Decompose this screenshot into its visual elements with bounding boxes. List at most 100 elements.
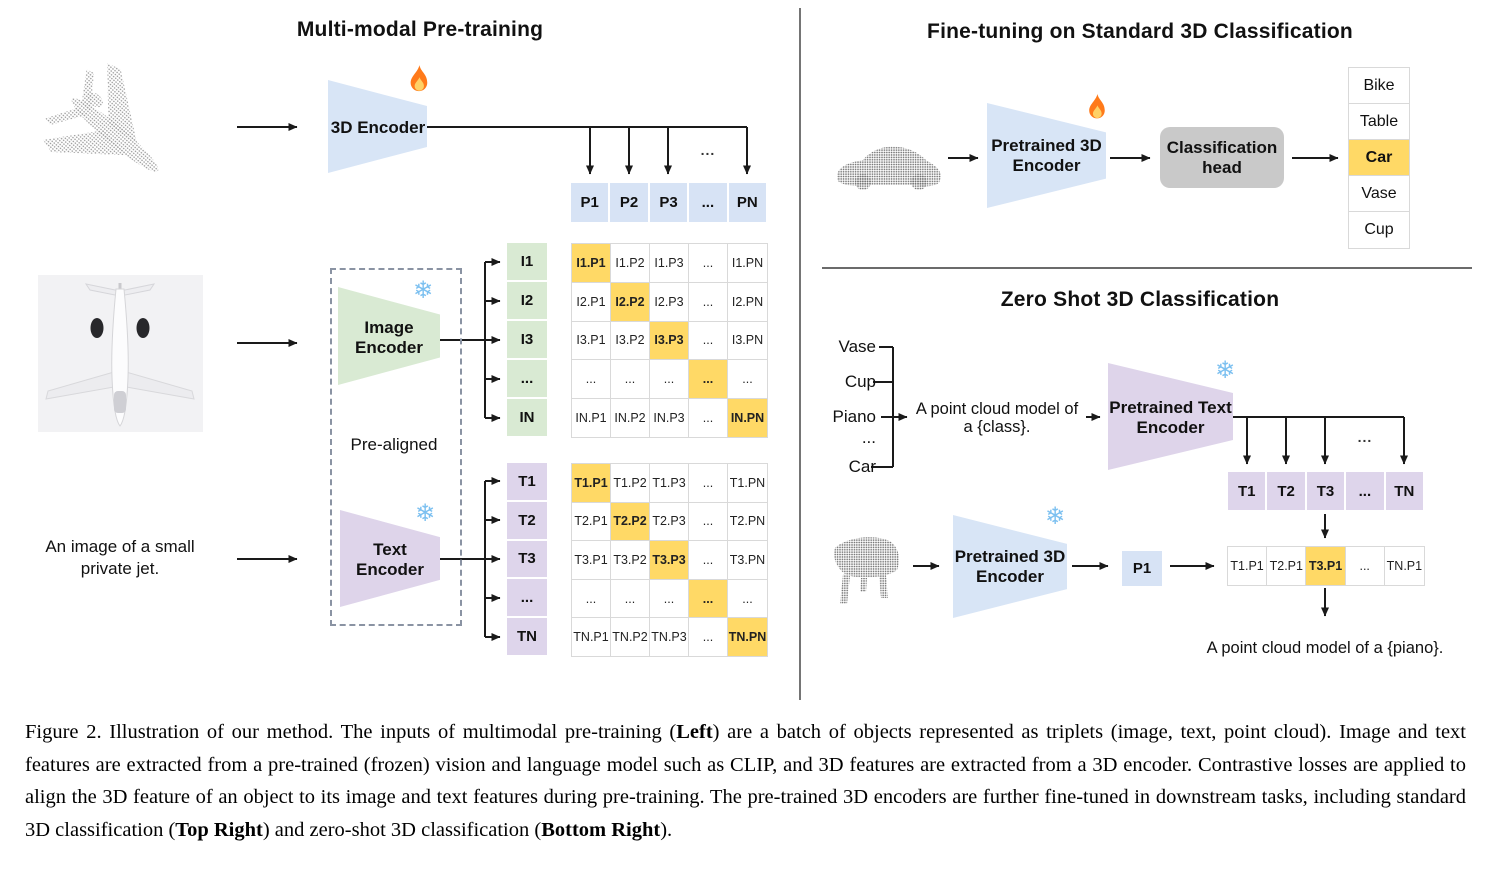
cell: I1.PN xyxy=(728,244,767,283)
cell: ... xyxy=(689,282,728,322)
cell: ... xyxy=(572,360,611,400)
pretrained-3d-encoder-zs-label: Pretrained 3D Encoder xyxy=(943,547,1077,587)
cell: T1.PN xyxy=(728,464,767,503)
cell: ... xyxy=(689,618,728,656)
text-encoder-label: Text Encoder xyxy=(330,540,450,580)
zeroshot-class-ellipsis: ... xyxy=(861,428,876,447)
cell: I1 xyxy=(507,243,547,280)
cell: I3.P2 xyxy=(611,321,650,361)
piano-point-cloud xyxy=(834,537,899,604)
image-encoder-line1: Image xyxy=(364,318,414,337)
cell: I2.P1 xyxy=(572,282,611,322)
image-caption-line2: private jet. xyxy=(80,559,160,578)
caption-segment: ). xyxy=(660,818,673,841)
cell: ... xyxy=(650,579,689,619)
text-point-similarity-matrix: T1.P1 T1.P2 T1.P3... T1.PN T2.P1 T2.P2 T2.P3..… xyxy=(571,463,768,657)
cell: T3.P2 xyxy=(611,541,650,580)
pretrained-3d-encoder-label: Pretrained 3D Encoder xyxy=(977,136,1116,176)
image-text-caption: An image of a small private jet. xyxy=(25,536,215,580)
zeroshot-similarity-row: T1.P1 T2.P1 T3.P1... TN.P1 xyxy=(1227,546,1425,586)
cell: ... xyxy=(728,580,767,619)
cell: I1.P1 xyxy=(572,244,611,283)
cell: Bike xyxy=(1349,68,1409,104)
cell: ... xyxy=(1346,547,1385,585)
cell: T3 xyxy=(507,540,547,578)
caption-bold-segment: Left xyxy=(676,721,713,743)
class-prediction-list: Bike Table Car Vase Cup xyxy=(1348,67,1410,249)
pte-line1: Pretrained Text xyxy=(1109,398,1232,417)
cell: ... xyxy=(572,579,611,619)
cell: I3.PN xyxy=(728,322,767,361)
cell: TN.P1 xyxy=(1386,559,1423,573)
cell: TN.P3 xyxy=(650,618,689,656)
3d-encoder-label: 3D Encoder xyxy=(330,118,426,137)
t-feature-row: T1 T2 T3... TN xyxy=(1228,472,1423,510)
caption-bold-segment: Bottom Right xyxy=(541,818,661,841)
prompt-template: A point cloud model of a {class}. xyxy=(908,400,1086,436)
cell: T2 xyxy=(1267,472,1305,510)
cell: T2 xyxy=(507,501,547,539)
cell: ... xyxy=(689,183,727,222)
finetune-title: Fine-tuning on Standard 3D Classificatio… xyxy=(927,20,1353,43)
cell: T1.P1 xyxy=(1228,547,1268,585)
cell: T2.P3 xyxy=(650,502,689,542)
caption-bold-segment: Top Right xyxy=(175,818,263,841)
fire-icon xyxy=(1089,94,1105,119)
cell: ... xyxy=(689,502,728,542)
cell: I3.P1 xyxy=(572,321,611,361)
tline-ellipsis: ... xyxy=(1357,429,1373,445)
cell: I2 xyxy=(507,282,547,319)
pline-ellipsis: ... xyxy=(700,142,716,158)
cell: IN.P1 xyxy=(572,399,611,437)
cell: PN xyxy=(728,183,766,222)
pretrained-text-encoder-label: Pretrained Text Encoder xyxy=(1098,398,1243,438)
text-encoder-line1: Text xyxy=(373,540,407,559)
cell: I2.P2 xyxy=(611,282,650,322)
cell: ... xyxy=(689,244,728,283)
cell: T3.P1 xyxy=(1306,547,1346,585)
cell: ... xyxy=(689,579,728,619)
cell: ... xyxy=(689,541,728,580)
pretrained-3d-line2: Encoder xyxy=(1012,156,1081,175)
prompt-line2: a {class}. xyxy=(963,418,1031,436)
cell: T1.P2 xyxy=(611,464,650,503)
cell: T2.P1 xyxy=(1267,547,1307,585)
zeroshot-class-piano: Piano xyxy=(832,407,876,426)
airplane-photo xyxy=(38,275,203,432)
cell: ... xyxy=(650,360,689,400)
cell: I3.P3 xyxy=(650,321,689,361)
image-encoder-label: Image Encoder xyxy=(328,318,450,358)
zeroshot-class-car: Car xyxy=(848,457,876,476)
cell: T1 xyxy=(1228,472,1266,510)
cell: ... xyxy=(611,579,650,619)
classification-head-line1: Classification xyxy=(1166,137,1278,157)
cell: P3 xyxy=(649,183,688,222)
p3de-zs-line2: Encoder xyxy=(975,567,1045,586)
caption-segment: ) are a batch of objects represented as … xyxy=(25,721,1466,841)
cell: ... xyxy=(689,464,728,503)
classification-head-line2: head xyxy=(1202,157,1242,177)
zeroshot-title: Zero Shot 3D Classification xyxy=(1000,288,1280,311)
cell: IN.P3 xyxy=(650,399,689,437)
airplane-point-cloud xyxy=(43,63,159,172)
zeroshot-class-cup: Cup xyxy=(844,372,876,391)
cell: T3.PN xyxy=(728,541,767,580)
prompt-line1: A point cloud model of xyxy=(915,400,1079,418)
cell: T3 xyxy=(1306,472,1345,510)
cell: Vase xyxy=(1349,176,1409,212)
cell: IN.P2 xyxy=(611,399,650,437)
cell: T3.P1 xyxy=(572,541,611,580)
cell: ... xyxy=(611,360,650,400)
cell: ... xyxy=(689,321,728,361)
cell: T1 xyxy=(507,463,547,500)
cell: ... xyxy=(689,360,728,400)
cell: T1.P3 xyxy=(650,464,689,503)
cell: ... xyxy=(507,360,547,397)
cell: T3.P3 xyxy=(650,541,689,580)
cell: P2 xyxy=(610,183,648,222)
p1-feature-cell: P1 xyxy=(1122,551,1162,586)
pre-aligned-label: Pre-aligned xyxy=(350,435,438,454)
pretrained-3d-line1: Pretrained 3D xyxy=(991,136,1102,155)
cell: T2.P1 xyxy=(572,502,611,542)
image-encoder-line2: Encoder xyxy=(354,338,424,357)
